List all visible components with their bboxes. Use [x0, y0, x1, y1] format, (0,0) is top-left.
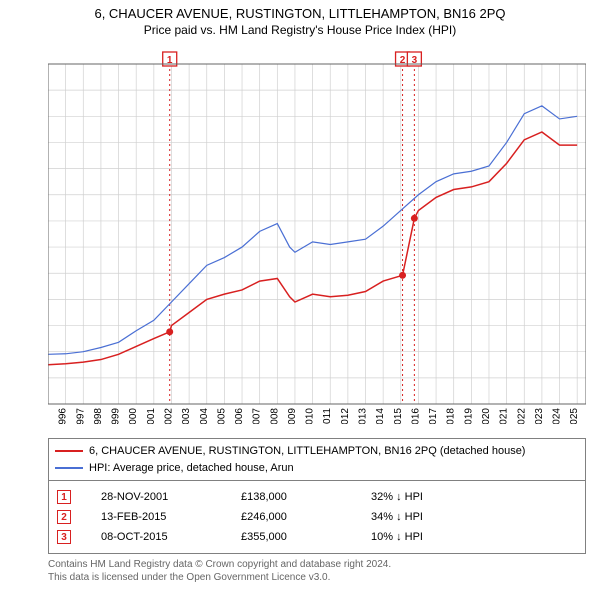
svg-text:2003: 2003	[181, 408, 192, 424]
svg-text:1999: 1999	[111, 408, 122, 424]
svg-text:1995: 1995	[48, 408, 51, 424]
legend-item: HPI: Average price, detached house, Arun	[55, 460, 579, 477]
chart-subtitle: Price paid vs. HM Land Registry's House …	[0, 21, 600, 37]
svg-text:2000: 2000	[128, 408, 139, 424]
svg-text:2013: 2013	[358, 408, 369, 424]
chart-title: 6, CHAUCER AVENUE, RUSTINGTON, LITTLEHAM…	[0, 0, 600, 21]
svg-text:1996: 1996	[58, 408, 69, 424]
svg-text:1997: 1997	[75, 408, 86, 424]
svg-text:2019: 2019	[463, 408, 474, 424]
svg-text:2022: 2022	[516, 408, 527, 424]
legend-label: HPI: Average price, detached house, Arun	[89, 460, 294, 477]
events-table: 1 28-NOV-2001 £138,000 32% ↓ HPI 2 13-FEB-201…	[48, 480, 586, 554]
event-date: 13-FEB-2015	[101, 511, 211, 523]
svg-text:2020: 2020	[481, 408, 492, 424]
svg-text:2023: 2023	[534, 408, 545, 424]
svg-text:2010: 2010	[305, 408, 316, 424]
svg-text:2004: 2004	[199, 408, 210, 424]
footnote-line: Contains HM Land Registry data © Crown c…	[48, 558, 586, 571]
event-price: £138,000	[241, 491, 341, 503]
event-marker: 2	[57, 510, 71, 524]
svg-text:2024: 2024	[552, 408, 563, 424]
footnote-line: This data is licensed under the Open Gov…	[48, 571, 586, 584]
event-marker: 1	[57, 490, 71, 504]
chart-container: 6, CHAUCER AVENUE, RUSTINGTON, LITTLEHAM…	[0, 0, 600, 590]
svg-text:2009: 2009	[287, 408, 298, 424]
svg-text:2002: 2002	[163, 408, 174, 424]
event-delta: 34% ↓ HPI	[371, 511, 423, 523]
svg-text:2016: 2016	[410, 408, 421, 424]
svg-text:2021: 2021	[499, 408, 510, 424]
legend-swatch	[55, 467, 83, 469]
legend: 6, CHAUCER AVENUE, RUSTINGTON, LITTLEHAM…	[48, 438, 586, 481]
event-delta: 10% ↓ HPI	[371, 531, 423, 543]
svg-text:2018: 2018	[446, 408, 457, 424]
event-delta: 32% ↓ HPI	[371, 491, 423, 503]
svg-text:2008: 2008	[269, 408, 280, 424]
svg-text:2007: 2007	[252, 408, 263, 424]
event-row: 2 13-FEB-2015 £246,000 34% ↓ HPI	[57, 507, 577, 527]
svg-text:2025: 2025	[569, 408, 580, 424]
legend-label: 6, CHAUCER AVENUE, RUSTINGTON, LITTLEHAM…	[89, 443, 525, 460]
svg-text:2017: 2017	[428, 408, 439, 424]
legend-swatch	[55, 450, 83, 452]
svg-text:2001: 2001	[146, 408, 157, 424]
event-row: 3 08-OCT-2015 £355,000 10% ↓ HPI	[57, 527, 577, 547]
svg-text:2015: 2015	[393, 408, 404, 424]
chart-area: £0£50K£100K£150K£200K£250K£300K£350K£400…	[48, 44, 586, 424]
svg-text:2006: 2006	[234, 408, 245, 424]
svg-text:2005: 2005	[216, 408, 227, 424]
event-price: £355,000	[241, 531, 341, 543]
svg-text:2012: 2012	[340, 408, 351, 424]
event-row: 1 28-NOV-2001 £138,000 32% ↓ HPI	[57, 487, 577, 507]
line-chart: £0£50K£100K£150K£200K£250K£300K£350K£400…	[48, 44, 586, 424]
svg-text:2011: 2011	[322, 408, 333, 424]
svg-text:1998: 1998	[93, 408, 104, 424]
footnote: Contains HM Land Registry data © Crown c…	[48, 558, 586, 584]
event-date: 28-NOV-2001	[101, 491, 211, 503]
event-marker: 3	[57, 530, 71, 544]
svg-text:2014: 2014	[375, 408, 386, 424]
event-date: 08-OCT-2015	[101, 531, 211, 543]
legend-item: 6, CHAUCER AVENUE, RUSTINGTON, LITTLEHAM…	[55, 443, 579, 460]
event-price: £246,000	[241, 511, 341, 523]
